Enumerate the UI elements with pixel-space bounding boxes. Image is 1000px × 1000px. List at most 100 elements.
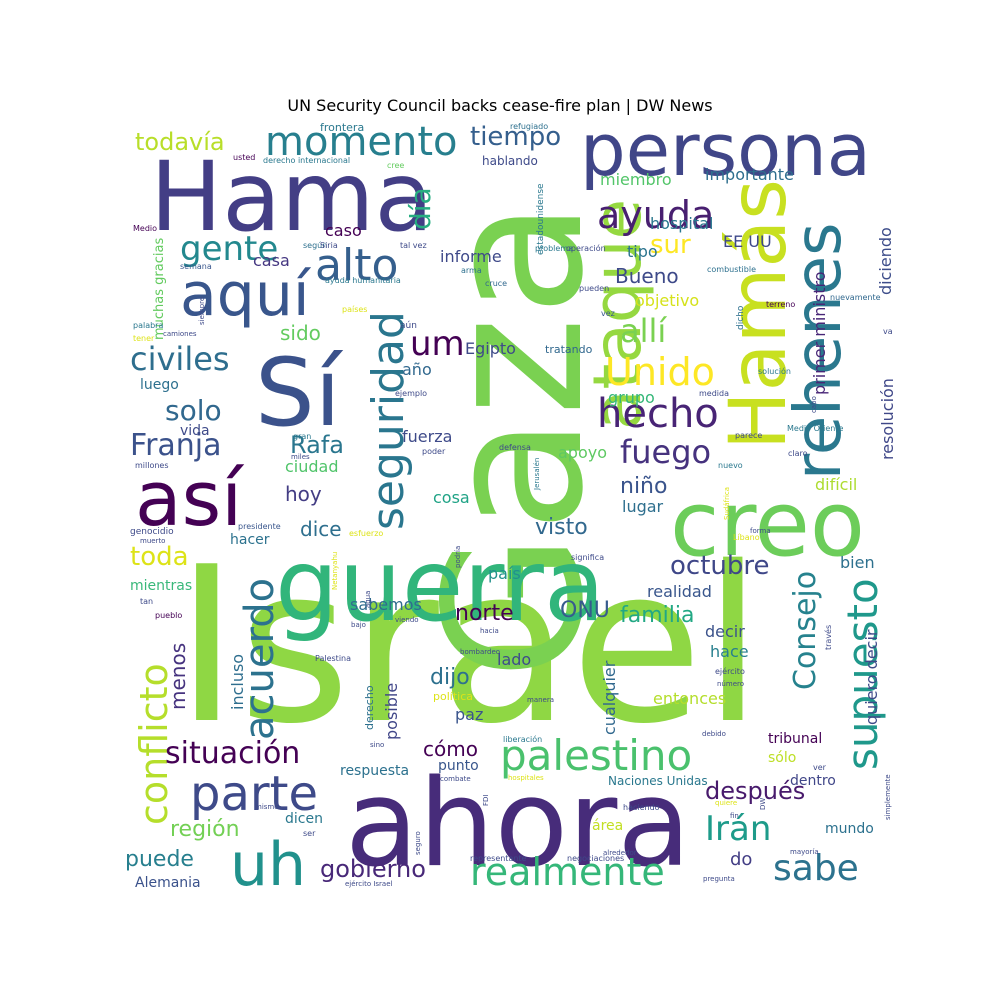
word-141: camiones [163, 330, 197, 338]
word-24: Unido [605, 350, 715, 394]
word-101: dicen [285, 811, 323, 827]
word-125: semana [180, 262, 212, 271]
word-85: decir [705, 622, 745, 641]
word-23: hecho [597, 391, 719, 437]
word-5: creo [670, 472, 865, 577]
word-126: arma [461, 266, 482, 275]
word-148: parece [735, 431, 762, 440]
word-185: simplemente [884, 774, 892, 820]
word-56: dice [300, 517, 342, 541]
word-33: um [410, 324, 465, 364]
word-105: mientras [130, 578, 192, 594]
word-183: hospitales [508, 774, 544, 782]
word-12: aquí [180, 260, 312, 330]
word-195: representante [470, 854, 527, 863]
word-199: DW [759, 798, 767, 810]
word-60: importante [705, 165, 794, 184]
word-136: va [883, 327, 893, 336]
word-181: debido [702, 730, 726, 738]
word-76: apoyo [558, 443, 607, 462]
word-21: momento [265, 120, 458, 165]
word-118: derecho internacional [263, 156, 350, 165]
word-73: año [402, 360, 432, 379]
word-113: política [433, 690, 473, 703]
word-67: EE UU [723, 232, 772, 251]
word-68: tipo [627, 242, 658, 261]
word-14: seguridad [363, 311, 414, 530]
word-88: paz [455, 705, 483, 724]
word-161: Sudáfrica [723, 487, 731, 520]
word-143: ejemplo [395, 389, 427, 398]
word-43: Rafa [290, 431, 344, 459]
word-168: tan [140, 597, 153, 606]
word-186: ver [813, 763, 827, 772]
word-65: resolución [878, 378, 897, 460]
word-198: ejército Israel [345, 880, 393, 888]
word-34: Consejo [788, 571, 823, 690]
word-124: operación [566, 243, 606, 253]
word-64: primer ministro [810, 271, 829, 395]
word-93: sabemos [350, 595, 422, 614]
word-103: Alemania [135, 875, 201, 891]
word-155: Jerusalén [533, 458, 541, 491]
word-50: norte [455, 601, 514, 626]
word-3: guerra [275, 527, 605, 644]
word-132: nuevamente [830, 293, 881, 302]
word-51: ONU [560, 598, 610, 623]
word-2: ahora [345, 755, 691, 894]
word-121: Siria [320, 241, 338, 250]
word-194: mayoría [790, 848, 819, 856]
word-108: muchas gracias [152, 238, 167, 340]
word-110: hablando [482, 154, 538, 168]
word-139: tener [133, 334, 155, 343]
word-22: ayuda [597, 193, 714, 237]
word-130: pueden [579, 284, 609, 293]
word-13: uh [230, 830, 306, 895]
word-164: significa [571, 553, 604, 562]
word-127: combustible [707, 265, 756, 274]
word-152: miles [291, 453, 310, 461]
word-58: cómo [423, 737, 478, 761]
word-179: sino [370, 741, 384, 749]
word-70: Egipto [465, 339, 516, 358]
word-163: forma [750, 527, 771, 535]
word-30: Franja [130, 428, 222, 463]
word-123: problema [535, 244, 573, 253]
word-182: combate [440, 775, 471, 783]
word-115: estadounidense [536, 183, 546, 255]
word-154: nuevo [718, 461, 743, 470]
word-90: incluso [228, 654, 247, 710]
word-15: palestino [500, 731, 692, 780]
word-176: ejército [715, 666, 745, 676]
word-102: do [730, 849, 752, 870]
word-54: niño [620, 474, 667, 499]
word-84: quiero decir [862, 629, 881, 725]
word-92: cualquier [600, 660, 619, 735]
word-4: Hama [150, 141, 433, 253]
word-97: sólo [768, 750, 796, 766]
word-36: solo [165, 394, 222, 427]
word-31: fuego [620, 433, 711, 471]
word-144: medida [699, 389, 729, 398]
word-38: toda [130, 542, 189, 572]
word-180: liberación [503, 734, 542, 744]
word-26: sabe [773, 848, 859, 889]
word-188: fin [730, 812, 739, 820]
word-128: ayuda humanitaria [325, 276, 401, 285]
word-9: así [135, 454, 245, 543]
word-177: número [717, 680, 744, 688]
word-145: solución [758, 366, 791, 376]
word-37: día [404, 187, 437, 230]
word-25: realmente [470, 850, 665, 894]
word-74: grupo [608, 388, 655, 407]
word-10: Sí [255, 339, 344, 448]
word-19: acuerdo [237, 578, 283, 740]
word-131: terreno [766, 300, 795, 309]
word-99: mundo [825, 821, 874, 837]
word-120: según [303, 241, 327, 250]
word-109: frontera [320, 121, 364, 134]
word-156: claro [788, 449, 808, 458]
word-135: dicho [736, 305, 746, 330]
word-47: región [170, 817, 240, 842]
